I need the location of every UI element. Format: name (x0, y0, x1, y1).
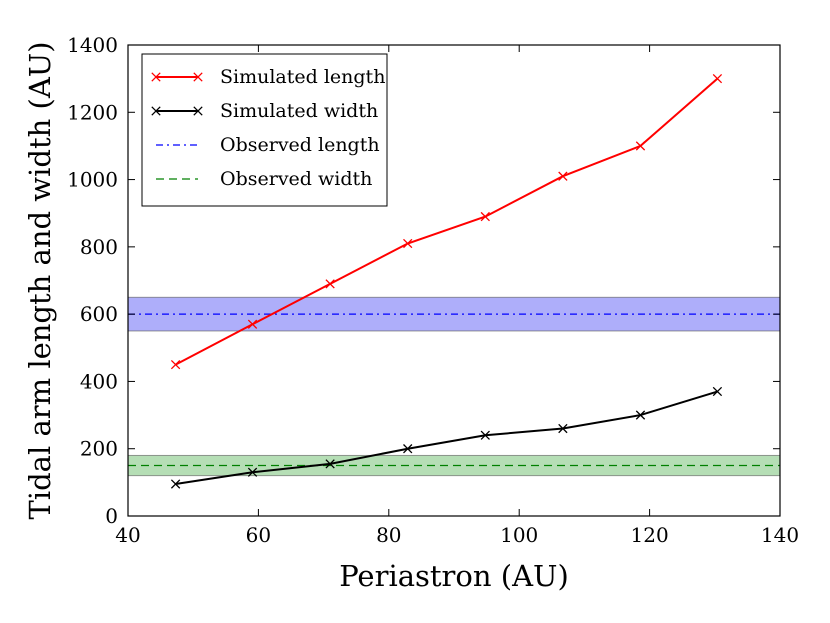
marker-simulated-length-4 (480, 211, 490, 222)
marker-simulated-length-0 (170, 359, 181, 370)
marker-simulated-width-2 (325, 459, 335, 469)
legend-label: Simulated width (220, 100, 378, 122)
legend-marker (193, 72, 203, 82)
marker-simulated-length-2 (325, 279, 335, 289)
legend-entry-simulated-width: Simulated width (151, 100, 378, 122)
legend-entry-simulated-length: Simulated length (151, 66, 385, 88)
y-tick-label: 400 (80, 369, 118, 393)
y-tick-label: 1400 (67, 33, 118, 57)
legend-entry-observed-width: Observed width (156, 168, 372, 190)
legend-label: Simulated length (220, 66, 385, 88)
series-line-simulated-length (175, 77, 719, 366)
x-axis-label: Periastron (AU) (339, 559, 569, 593)
x-tick-label: 40 (115, 523, 140, 547)
y-tick-label: 800 (80, 235, 118, 259)
legend-marker (193, 106, 203, 116)
x-tick-label: 60 (246, 523, 271, 547)
x-tick-label: 120 (631, 523, 669, 547)
legend-marker (151, 72, 161, 82)
marker-simulated-width-4 (480, 430, 490, 440)
legend-label: Observed length (220, 134, 380, 156)
marker-simulated-length-6 (635, 141, 646, 151)
x-tick-label: 80 (376, 523, 401, 547)
marker-simulated-width-6 (635, 410, 646, 420)
marker-simulated-width-0 (170, 479, 181, 489)
legend-box (141, 53, 388, 207)
legend-entry-observed-length: Observed length (156, 134, 380, 156)
marker-simulated-width-7 (712, 386, 723, 397)
legend-marker (151, 106, 161, 116)
y-tick-label: 1200 (67, 100, 118, 124)
y-tick-label: 600 (80, 302, 118, 326)
y-tick-label: 1000 (67, 168, 118, 192)
x-tick-label: 100 (500, 523, 538, 547)
marker-simulated-length-1 (247, 319, 258, 329)
marker-simulated-width-5 (558, 423, 568, 434)
legend: Simulated length Simulated width Observed … (141, 53, 388, 207)
y-axis-label: Tidal arm length and width (AU) (23, 41, 57, 519)
legend-label: Observed width (220, 168, 372, 190)
observed-lines (128, 313, 780, 467)
series-line-simulated-width (175, 390, 718, 486)
marker-simulated-length-5 (558, 171, 568, 181)
observed-bands (127, 296, 781, 477)
marker-simulated-length-3 (403, 238, 413, 249)
y-tick-label: 0 (105, 504, 118, 528)
y-tick-label: 200 (80, 437, 118, 461)
x-tick-label: 140 (761, 523, 799, 547)
marker-simulated-width-1 (247, 467, 258, 477)
series-group (170, 73, 723, 489)
marker-simulated-length-7 (712, 73, 723, 84)
plot-frame (127, 44, 781, 517)
marker-simulated-width-3 (403, 444, 413, 454)
